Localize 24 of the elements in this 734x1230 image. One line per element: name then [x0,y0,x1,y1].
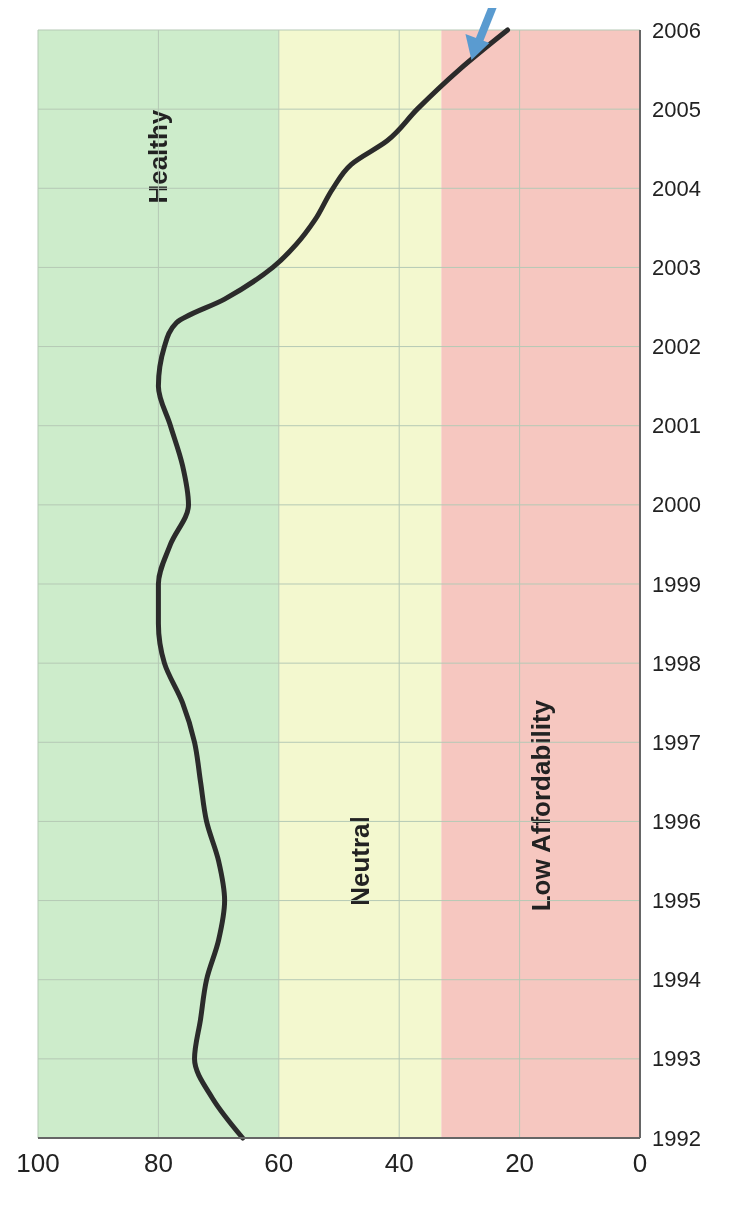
y-tick-label: 1998 [652,650,701,676]
band-label: Healthy [143,109,174,204]
y-tick-label: 2006 [652,17,701,43]
y-tick-label: 1992 [652,1125,701,1151]
x-tick-label: 100 [16,1148,60,1178]
y-tick-label: 1996 [652,808,701,834]
x-tick-label: 60 [264,1148,294,1178]
y-tick-label: 2002 [652,334,701,360]
y-tick-label: 1995 [652,888,701,914]
x-tick-label: 0 [632,1148,648,1178]
x-tick-label: 80 [143,1148,173,1178]
x-tick-label: 40 [384,1148,414,1178]
x-tick-label: 20 [505,1148,535,1178]
y-tick-label: 2003 [652,254,701,280]
y-tick-label: 1993 [652,1046,701,1072]
y-tick-label: 2001 [652,413,701,439]
band-label: Neutral [345,816,376,906]
y-tick-label: 1997 [652,729,701,755]
y-tick-label: 2000 [652,492,701,518]
y-tick-label: 1999 [652,571,701,597]
y-tick-label: 2005 [652,96,701,122]
y-tick-label: 2004 [652,175,701,201]
band-label: Low Affordability [525,699,556,912]
y-tick-label: 1994 [652,967,701,993]
